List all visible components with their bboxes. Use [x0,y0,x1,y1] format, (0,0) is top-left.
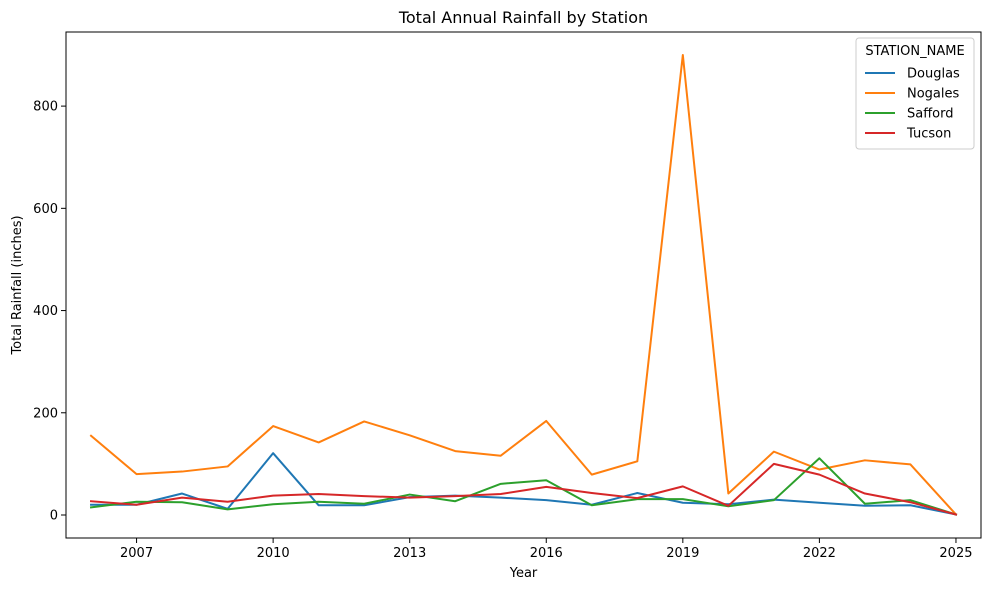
axes-frame [65,31,982,539]
legend-title: STATION_NAME [865,44,964,59]
y-tick-label-600: 600 [33,202,58,217]
legend-label-tucson: Tucson [906,127,951,142]
x-tick-label-2016: 2016 [530,546,563,561]
y-tick-label-200: 200 [33,406,58,421]
x-tick-label-2013: 2013 [393,546,426,561]
y-tick-label-0: 0 [50,509,58,524]
y-tick-label-800: 800 [33,100,58,115]
plot-area: 2007 2010 2013 2016 2019 2022 2025 0 200 400 600 80… [33,31,982,561]
legend-label-douglas: Douglas [907,67,960,82]
legend-label-nogales: Nogales [907,87,960,102]
series-line-tucson [89,462,958,516]
series-line-douglas [90,452,958,516]
y-axis-title: Total Rainfall (inches) [10,215,25,355]
x-tick-label-2019: 2019 [666,546,699,561]
x-tick-label-2007: 2007 [120,546,153,561]
legend: STATION_NAME Douglas Nogales Safford Tucson [855,37,975,150]
x-tick-label-2010: 2010 [257,546,290,561]
y-tick-label-400: 400 [33,304,58,319]
x-axis-title: Year [509,566,538,581]
legend-label-safford: Safford [907,107,954,122]
series-line-safford [89,457,958,516]
series-line-nogales [89,54,958,516]
x-tick-label-2022: 2022 [803,546,836,561]
x-tick-label-2025: 2025 [939,546,972,561]
chart-title: Total Annual Rainfall by Station [398,8,648,27]
legend-box [855,37,975,150]
